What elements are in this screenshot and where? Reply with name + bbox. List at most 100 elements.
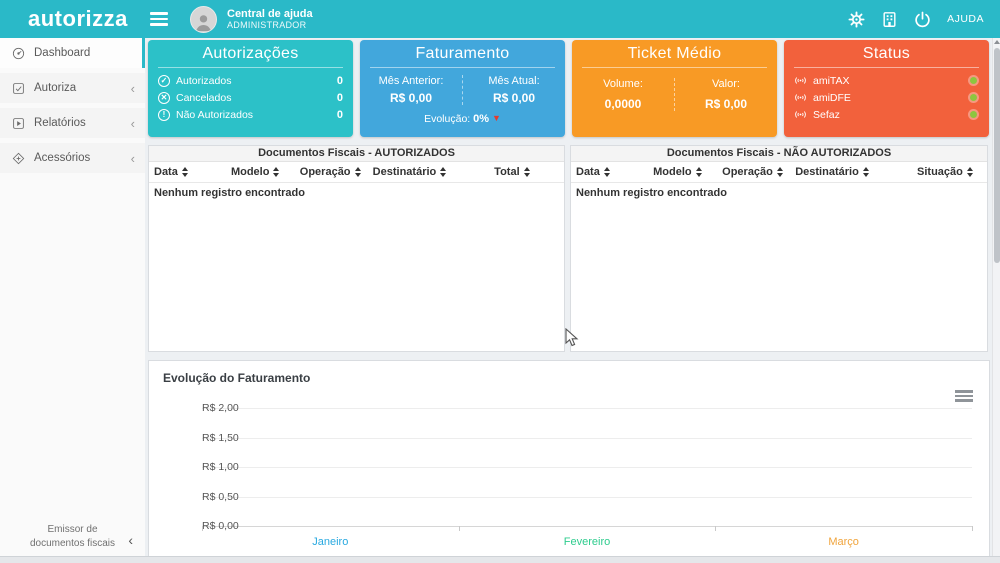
stat-value: 0 <box>337 109 343 121</box>
y-tick-label: R$ 1,50 <box>202 432 247 444</box>
hamburger-menu-icon[interactable] <box>150 9 168 29</box>
gear-icon[interactable] <box>848 11 865 28</box>
top-navbar: autorizza Central de ajuda ADMINISTRADOR <box>0 0 1000 38</box>
card-faturamento: Faturamento Mês Anterior: R$ 0,00 Mês At… <box>360 40 565 137</box>
card-status: Status amiTAX amiDFE <box>784 40 989 137</box>
sort-icon <box>967 167 973 177</box>
service-name: amiTAX <box>813 75 850 87</box>
stat-value: 0 <box>337 75 343 87</box>
stat-col: Valor: R$ 0,00 <box>674 78 777 111</box>
stat-label: Autorizados <box>176 75 231 87</box>
sort-icon <box>273 167 279 177</box>
plot-area: R$ 2,00 R$ 1,50 R$ 1,00 R$ 0,50 R$ 0,00 … <box>202 408 972 526</box>
app-logo: autorizza <box>28 6 146 32</box>
card-title: Autorizações <box>148 40 353 63</box>
card-title: Ticket Médio <box>572 40 777 63</box>
building-icon[interactable] <box>881 11 898 28</box>
x-category-label: Janeiro <box>312 536 348 548</box>
card-title: Faturamento <box>360 40 565 63</box>
stat-label: Valor: <box>675 78 777 90</box>
x-circle-icon: ✕ <box>158 92 170 104</box>
gauge-icon <box>12 47 25 60</box>
person-icon <box>193 11 214 32</box>
chart-menu-icon[interactable] <box>955 388 973 404</box>
stat-label: Evolução: <box>424 113 470 125</box>
power-icon[interactable] <box>914 11 931 28</box>
info-circle-icon: ! <box>158 109 170 121</box>
broadcast-icon <box>794 92 807 103</box>
status-row: amiTAX <box>794 72 979 89</box>
sort-icon <box>182 167 188 177</box>
sort-icon <box>604 167 610 177</box>
sidebar-footer-line1: Emissor de <box>0 523 145 537</box>
status-dot <box>970 111 977 118</box>
x-category-label: Março <box>828 536 859 548</box>
sidebar-item-acessorios[interactable]: Acessórios ‹ <box>0 143 145 173</box>
sidebar-item-label: Acessórios <box>34 152 90 164</box>
stat-value: 0% <box>473 113 489 125</box>
sidebar-footer: Emissor de documentos fiscais ‹ <box>0 523 145 550</box>
sidebar-item-label: Relatórios <box>34 117 86 129</box>
status-dot <box>970 77 977 84</box>
stat-label: Volume: <box>572 78 674 90</box>
scrollbar-thumb[interactable] <box>994 48 1000 263</box>
sidebar-item-dashboard[interactable]: Dashboard <box>0 38 145 68</box>
status-dot <box>970 94 977 101</box>
table-title: Documentos Fiscais - NÃO AUTORIZADOS <box>571 146 987 162</box>
help-link[interactable]: AJUDA <box>947 13 984 25</box>
x-category-label: Fevereiro <box>564 536 610 548</box>
column-header-modelo[interactable]: Modelo <box>231 166 300 178</box>
column-header-modelo[interactable]: Modelo <box>653 166 722 178</box>
column-header-destinatario[interactable]: Destinatário <box>795 166 917 178</box>
chart-evolucao-faturamento: Evolução do Faturamento R$ 2,00 R$ 1,50 … <box>148 360 990 557</box>
stat-row: ✓ Autorizados 0 <box>158 72 343 89</box>
stat-value: R$ 0,00 <box>675 97 777 111</box>
stat-row: ! Não Autorizados 0 <box>158 106 343 123</box>
column-header-destinatario[interactable]: Destinatário <box>373 166 495 178</box>
stat-value: R$ 0,00 <box>463 91 565 105</box>
sidebar-item-label: Dashboard <box>34 47 90 59</box>
sidebar-item-autoriza[interactable]: Autoriza ‹ <box>0 73 145 103</box>
vertical-scrollbar[interactable] <box>992 38 1000 556</box>
y-tick-label: R$ 2,00 <box>202 402 247 414</box>
status-row: Sefaz <box>794 106 979 123</box>
service-name: Sefaz <box>813 109 840 121</box>
chart-title: Evolução do Faturamento <box>163 371 310 385</box>
empty-message: Nenhum registro encontrado <box>149 183 564 203</box>
sidebar-item-relatorios[interactable]: Relatórios ‹ <box>0 108 145 138</box>
table-title: Documentos Fiscais - AUTORIZADOS <box>149 146 564 162</box>
column-header-operacao[interactable]: Operação <box>300 166 373 178</box>
column-header-data[interactable]: Data <box>576 166 653 178</box>
y-tick-label: R$ 0,50 <box>202 491 247 503</box>
sort-icon <box>777 167 783 177</box>
sort-icon <box>863 167 869 177</box>
stat-label: Cancelados <box>176 92 231 104</box>
check-circle-icon: ✓ <box>158 75 170 87</box>
avatar[interactable] <box>190 6 217 33</box>
service-name: amiDFE <box>813 92 851 104</box>
sort-icon <box>355 167 361 177</box>
stat-col: Volume: 0,0000 <box>572 78 674 111</box>
column-header-operacao[interactable]: Operação <box>722 166 795 178</box>
chevron-left-icon: ‹ <box>131 116 135 131</box>
user-role: ADMINISTRADOR <box>227 20 313 30</box>
chevron-left-icon: ‹ <box>131 81 135 96</box>
sidebar-collapse-icon[interactable]: ‹ <box>128 531 133 550</box>
column-header-data[interactable]: Data <box>154 166 231 178</box>
broadcast-icon <box>794 75 807 86</box>
column-header-total[interactable]: Total <box>494 166 559 178</box>
table-authorized: Documentos Fiscais - AUTORIZADOS Data Mo… <box>148 145 565 352</box>
sidebar-footer-line2: documentos fiscais <box>0 537 145 551</box>
scrollbar-up-icon[interactable] <box>994 40 1000 44</box>
diamond-plus-icon <box>12 152 25 165</box>
stat-col: Mês Anterior: R$ 0,00 <box>360 75 462 105</box>
stat-value: 0 <box>337 92 343 104</box>
y-tick-label: R$ 1,00 <box>202 461 247 473</box>
table-not-authorized: Documentos Fiscais - NÃO AUTORIZADOS Dat… <box>570 145 988 352</box>
card-autorizacoes: Autorizações ✓ Autorizados 0 ✕ Cancelado… <box>148 40 353 137</box>
user-info[interactable]: Central de ajuda ADMINISTRADOR <box>227 8 313 31</box>
help-center-label: Central de ajuda <box>227 8 313 21</box>
trend-down-icon: ▼ <box>492 113 501 123</box>
stat-label: Não Autorizados <box>176 109 253 121</box>
column-header-situacao[interactable]: Situação <box>917 166 982 178</box>
